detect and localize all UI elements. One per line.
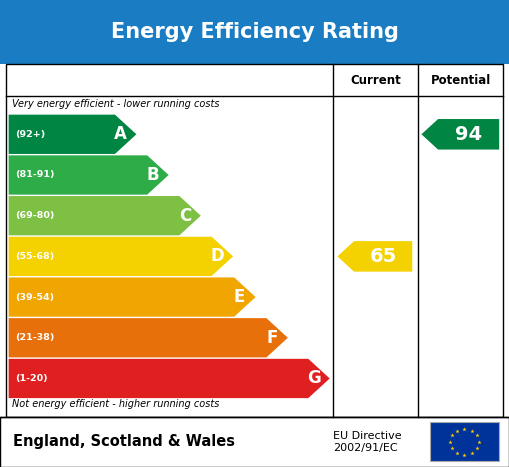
Bar (0, 417, 509, 467)
Text: EU Directive
2002/91/EC: EU Directive 2002/91/EC (333, 431, 402, 453)
Text: Very energy efficient - lower running costs: Very energy efficient - lower running co… (12, 99, 220, 109)
Text: Current: Current (351, 74, 401, 87)
Polygon shape (421, 119, 499, 149)
Bar (6, 64, 503, 417)
Polygon shape (9, 359, 330, 398)
Bar (0, 0, 509, 64)
Text: Not energy efficient - higher running costs: Not energy efficient - higher running co… (12, 399, 219, 409)
Text: D: D (210, 248, 224, 265)
Polygon shape (9, 114, 136, 154)
Polygon shape (9, 196, 201, 235)
Bar (430, 422, 499, 461)
Text: 65: 65 (370, 247, 397, 266)
Text: (92+): (92+) (15, 130, 45, 139)
Text: B: B (146, 166, 159, 184)
Polygon shape (9, 318, 288, 357)
Polygon shape (9, 156, 168, 195)
Text: F: F (266, 329, 277, 347)
Text: 94: 94 (455, 125, 482, 144)
Text: (69-80): (69-80) (15, 211, 54, 220)
Text: Energy Efficiency Rating: Energy Efficiency Rating (110, 22, 399, 42)
Text: A: A (114, 125, 127, 143)
Text: (81-91): (81-91) (15, 170, 54, 179)
Text: E: E (234, 288, 245, 306)
Text: (55-68): (55-68) (15, 252, 54, 261)
Text: England, Scotland & Wales: England, Scotland & Wales (13, 434, 235, 449)
Polygon shape (337, 241, 412, 272)
Text: Potential: Potential (431, 74, 491, 87)
Text: (39-54): (39-54) (15, 293, 54, 302)
Text: G: G (307, 369, 321, 388)
Text: (1-20): (1-20) (15, 374, 47, 383)
Text: (21-38): (21-38) (15, 333, 54, 342)
Text: C: C (179, 207, 191, 225)
Polygon shape (9, 277, 256, 317)
Polygon shape (9, 237, 233, 276)
